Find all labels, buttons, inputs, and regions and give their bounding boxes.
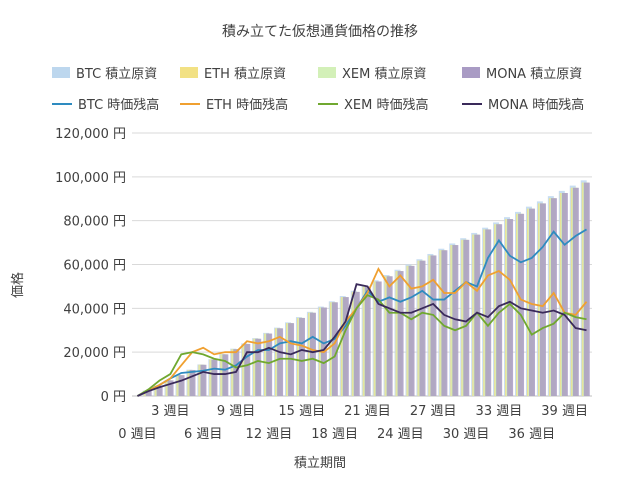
bar-mona-積立原資 bbox=[572, 187, 579, 396]
x-axis: 3 週目 9 週目 15 週目 21 週目 27 週目 33 週目 39 週目 0 週目 6 週… bbox=[118, 404, 588, 442]
legend-label: ETH 積立原資 bbox=[204, 67, 286, 82]
bar-mona-積立原資 bbox=[397, 271, 404, 396]
bar-mona-積立原資 bbox=[408, 265, 415, 396]
x-tick-label: 33 週目 bbox=[476, 404, 523, 419]
line-xem-時価残高 bbox=[137, 294, 587, 397]
x-tick-label: 21 週目 bbox=[344, 404, 391, 419]
bar-mona-積立原資 bbox=[331, 302, 338, 396]
legend-swatch-btc-積立原資 bbox=[52, 67, 70, 78]
bar-mona-積立原資 bbox=[266, 333, 273, 396]
x-tick-label: 30 週目 bbox=[443, 427, 490, 442]
y-tick-label: 120,000 円 bbox=[55, 127, 126, 142]
bar-mona-積立原資 bbox=[518, 213, 525, 396]
bar-mona-積立原資 bbox=[309, 312, 316, 396]
bar-mona-積立原資 bbox=[583, 182, 590, 396]
bar-mona-積立原資 bbox=[255, 338, 262, 396]
bar-mona-積立原資 bbox=[550, 198, 557, 396]
bar-mona-積立原資 bbox=[244, 343, 251, 396]
bar-mona-積立原資 bbox=[200, 364, 207, 396]
line-mona-時価残高 bbox=[137, 283, 587, 397]
bar-mona-積立原資 bbox=[386, 276, 393, 396]
x-tick-label: 3 週目 bbox=[151, 404, 189, 419]
bar-mona-積立原資 bbox=[167, 380, 174, 396]
x-tick-label: 9 週目 bbox=[217, 404, 255, 419]
x-tick-label: 0 週目 bbox=[118, 427, 156, 442]
y-tick-label: 20,000 円 bbox=[63, 346, 126, 361]
y-tick-label: 0 円 bbox=[101, 390, 126, 405]
x-tick-label: 12 週目 bbox=[246, 427, 293, 442]
y-tick-label: 100,000 円 bbox=[55, 171, 126, 186]
legend-label: BTC 積立原資 bbox=[76, 67, 157, 82]
legend-swatch-eth-積立原資 bbox=[180, 67, 198, 78]
bar-mona-積立原資 bbox=[507, 219, 514, 396]
y-axis: 0 円 20,000 円 40,000 円 60,000 円 80,000 円 100,0… bbox=[55, 127, 126, 405]
legend-label: MONA 積立原資 bbox=[486, 67, 582, 82]
bar-mona-積立原資 bbox=[156, 385, 163, 396]
bar-mona-積立原資 bbox=[145, 390, 152, 396]
x-tick-label: 24 週目 bbox=[377, 427, 424, 442]
bar-mona-積立原資 bbox=[277, 328, 284, 396]
bar-mona-積立原資 bbox=[452, 245, 459, 396]
bar-mona-積立原資 bbox=[474, 234, 481, 396]
bar-mona-積立原資 bbox=[561, 192, 568, 396]
x-tick-label: 27 週目 bbox=[410, 404, 457, 419]
legend-swatch-mona-積立原資 bbox=[462, 67, 480, 78]
bar-mona-積立原資 bbox=[375, 281, 382, 396]
bar-mona-積立原資 bbox=[496, 224, 503, 396]
x-tick-label: 18 週目 bbox=[311, 427, 358, 442]
legend-label: ETH 時価残高 bbox=[206, 97, 288, 113]
legend-label: MONA 時価残高 bbox=[488, 97, 584, 113]
bar-mona-積立原資 bbox=[485, 229, 492, 396]
x-tick-label: 39 週目 bbox=[541, 404, 588, 419]
x-tick-label: 6 週目 bbox=[184, 427, 222, 442]
bar-mona-積立原資 bbox=[189, 369, 196, 396]
legend-label: XEM 時価残高 bbox=[344, 97, 428, 113]
bar-mona-積立原資 bbox=[430, 255, 437, 396]
lines bbox=[137, 228, 588, 397]
x-tick-label: 15 週目 bbox=[278, 404, 325, 419]
chart-title: 積み立てた仮想通貨価格の推移 bbox=[222, 23, 418, 40]
y-axis-label: 価格 bbox=[10, 272, 26, 298]
y-tick-label: 40,000 円 bbox=[63, 302, 126, 317]
legend-label: BTC 時価残高 bbox=[78, 97, 159, 113]
bar-mona-積立原資 bbox=[211, 359, 218, 396]
legend: BTC 積立原資 ETH 積立原資 XEM 積立原資 MONA 積立原資 BTC 時価残… bbox=[52, 67, 584, 113]
y-tick-label: 80,000 円 bbox=[63, 215, 126, 230]
bar-mona-積立原資 bbox=[463, 239, 470, 396]
bar-mona-積立原資 bbox=[178, 375, 185, 396]
bar-mona-積立原資 bbox=[419, 260, 426, 396]
bar-mona-積立原資 bbox=[441, 250, 448, 396]
bar-mona-積立原資 bbox=[539, 203, 546, 396]
bar-mona-積立原資 bbox=[529, 208, 536, 396]
bar-mona-積立原資 bbox=[364, 286, 371, 396]
legend-label: XEM 積立原資 bbox=[342, 67, 426, 82]
legend-swatch-xem-積立原資 bbox=[318, 67, 336, 78]
bar-mona-積立原資 bbox=[342, 297, 349, 396]
bar-mona-積立原資 bbox=[353, 291, 360, 396]
y-tick-label: 60,000 円 bbox=[63, 259, 126, 274]
bar-mona-積立原資 bbox=[222, 354, 229, 396]
x-axis-label: 積立期間 bbox=[294, 456, 346, 471]
x-tick-label: 36 週目 bbox=[508, 427, 555, 442]
bar-mona-積立原資 bbox=[299, 317, 306, 396]
